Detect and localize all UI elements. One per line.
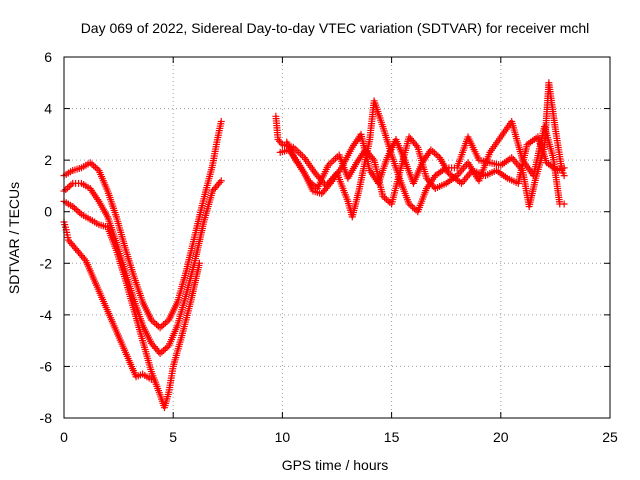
data-point: [74, 207, 82, 215]
data-point: [459, 178, 467, 186]
data-point: [156, 324, 164, 332]
data-point: [560, 172, 568, 180]
y-tick-label: 4: [44, 101, 52, 117]
data-point: [410, 205, 418, 213]
data-point: [560, 200, 568, 208]
data-point: [63, 184, 71, 192]
data-point: [160, 346, 168, 354]
data-point: [332, 154, 340, 162]
data-point: [195, 259, 203, 267]
data-point: [295, 148, 303, 156]
data-point: [153, 321, 161, 329]
y-axis-label: SDTVAR / TECUs: [6, 182, 22, 294]
data-point: [432, 150, 440, 158]
data-point: [297, 150, 305, 158]
series-7: [283, 130, 568, 198]
data-point: [91, 163, 99, 171]
data-point: [369, 154, 377, 162]
x-tick-label: 0: [60, 429, 68, 445]
data-point: [90, 162, 98, 170]
data-point: [298, 152, 306, 160]
y-axis-ticks: -8 -6 -4 -2 0 2 4 6: [40, 49, 610, 426]
data-point: [512, 159, 520, 167]
data-point: [160, 321, 168, 329]
data-point: [514, 161, 522, 169]
chart-title: Day 069 of 2022, Sidereal Day-to-day VTE…: [81, 20, 590, 36]
x-tick-label: 5: [169, 429, 177, 445]
gridlines: [64, 57, 610, 418]
data-point: [72, 206, 80, 214]
x-axis-ticks: 0 5 10 15 20 25: [60, 57, 618, 445]
x-tick-label: 15: [384, 429, 400, 445]
data-point: [62, 186, 70, 194]
y-tick-label: -6: [40, 358, 53, 374]
x-tick-label: 25: [602, 429, 618, 445]
data-point: [464, 172, 472, 180]
series-4: [60, 218, 155, 383]
data-point: [161, 319, 169, 327]
data-point: [161, 345, 169, 353]
x-tick-label: 10: [275, 429, 291, 445]
data-point: [217, 177, 225, 185]
data-point: [65, 182, 73, 190]
y-tick-label: -2: [40, 255, 53, 271]
data-point: [147, 375, 155, 383]
data-point: [409, 203, 417, 211]
y-tick-label: -8: [40, 410, 53, 426]
data-point: [158, 322, 166, 330]
y-tick-label: 6: [44, 49, 52, 65]
data-point: [88, 160, 96, 168]
data-point: [330, 156, 338, 164]
data-point: [384, 197, 392, 205]
data-point: [325, 181, 333, 189]
x-tick-label: 20: [493, 429, 509, 445]
data-point: [216, 178, 224, 186]
y-tick-label: -4: [40, 307, 53, 323]
series-1: [60, 117, 225, 332]
data-point: [560, 164, 568, 172]
x-axis-label: GPS time / hours: [282, 457, 389, 473]
data-point: [328, 158, 336, 166]
plot-frame: [63, 56, 611, 419]
data-point: [412, 142, 420, 150]
data-point: [67, 181, 75, 189]
data-point: [509, 155, 517, 163]
data-point: [462, 174, 470, 182]
y-tick-label: 0: [44, 204, 52, 220]
y-tick-label: 2: [44, 152, 52, 168]
data-points: [60, 79, 568, 412]
data-point: [151, 319, 159, 327]
data-point: [80, 255, 88, 263]
series-3: [60, 197, 203, 412]
data-point: [217, 117, 225, 125]
data-point: [456, 168, 464, 176]
data-point: [430, 149, 438, 157]
data-point: [277, 139, 285, 147]
